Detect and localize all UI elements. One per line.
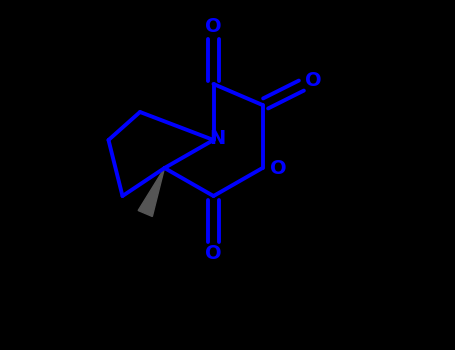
Text: O: O [205,244,222,263]
Text: N: N [210,130,226,148]
Text: O: O [205,17,222,36]
Text: O: O [305,71,322,90]
Polygon shape [138,168,165,217]
Text: O: O [270,159,287,177]
